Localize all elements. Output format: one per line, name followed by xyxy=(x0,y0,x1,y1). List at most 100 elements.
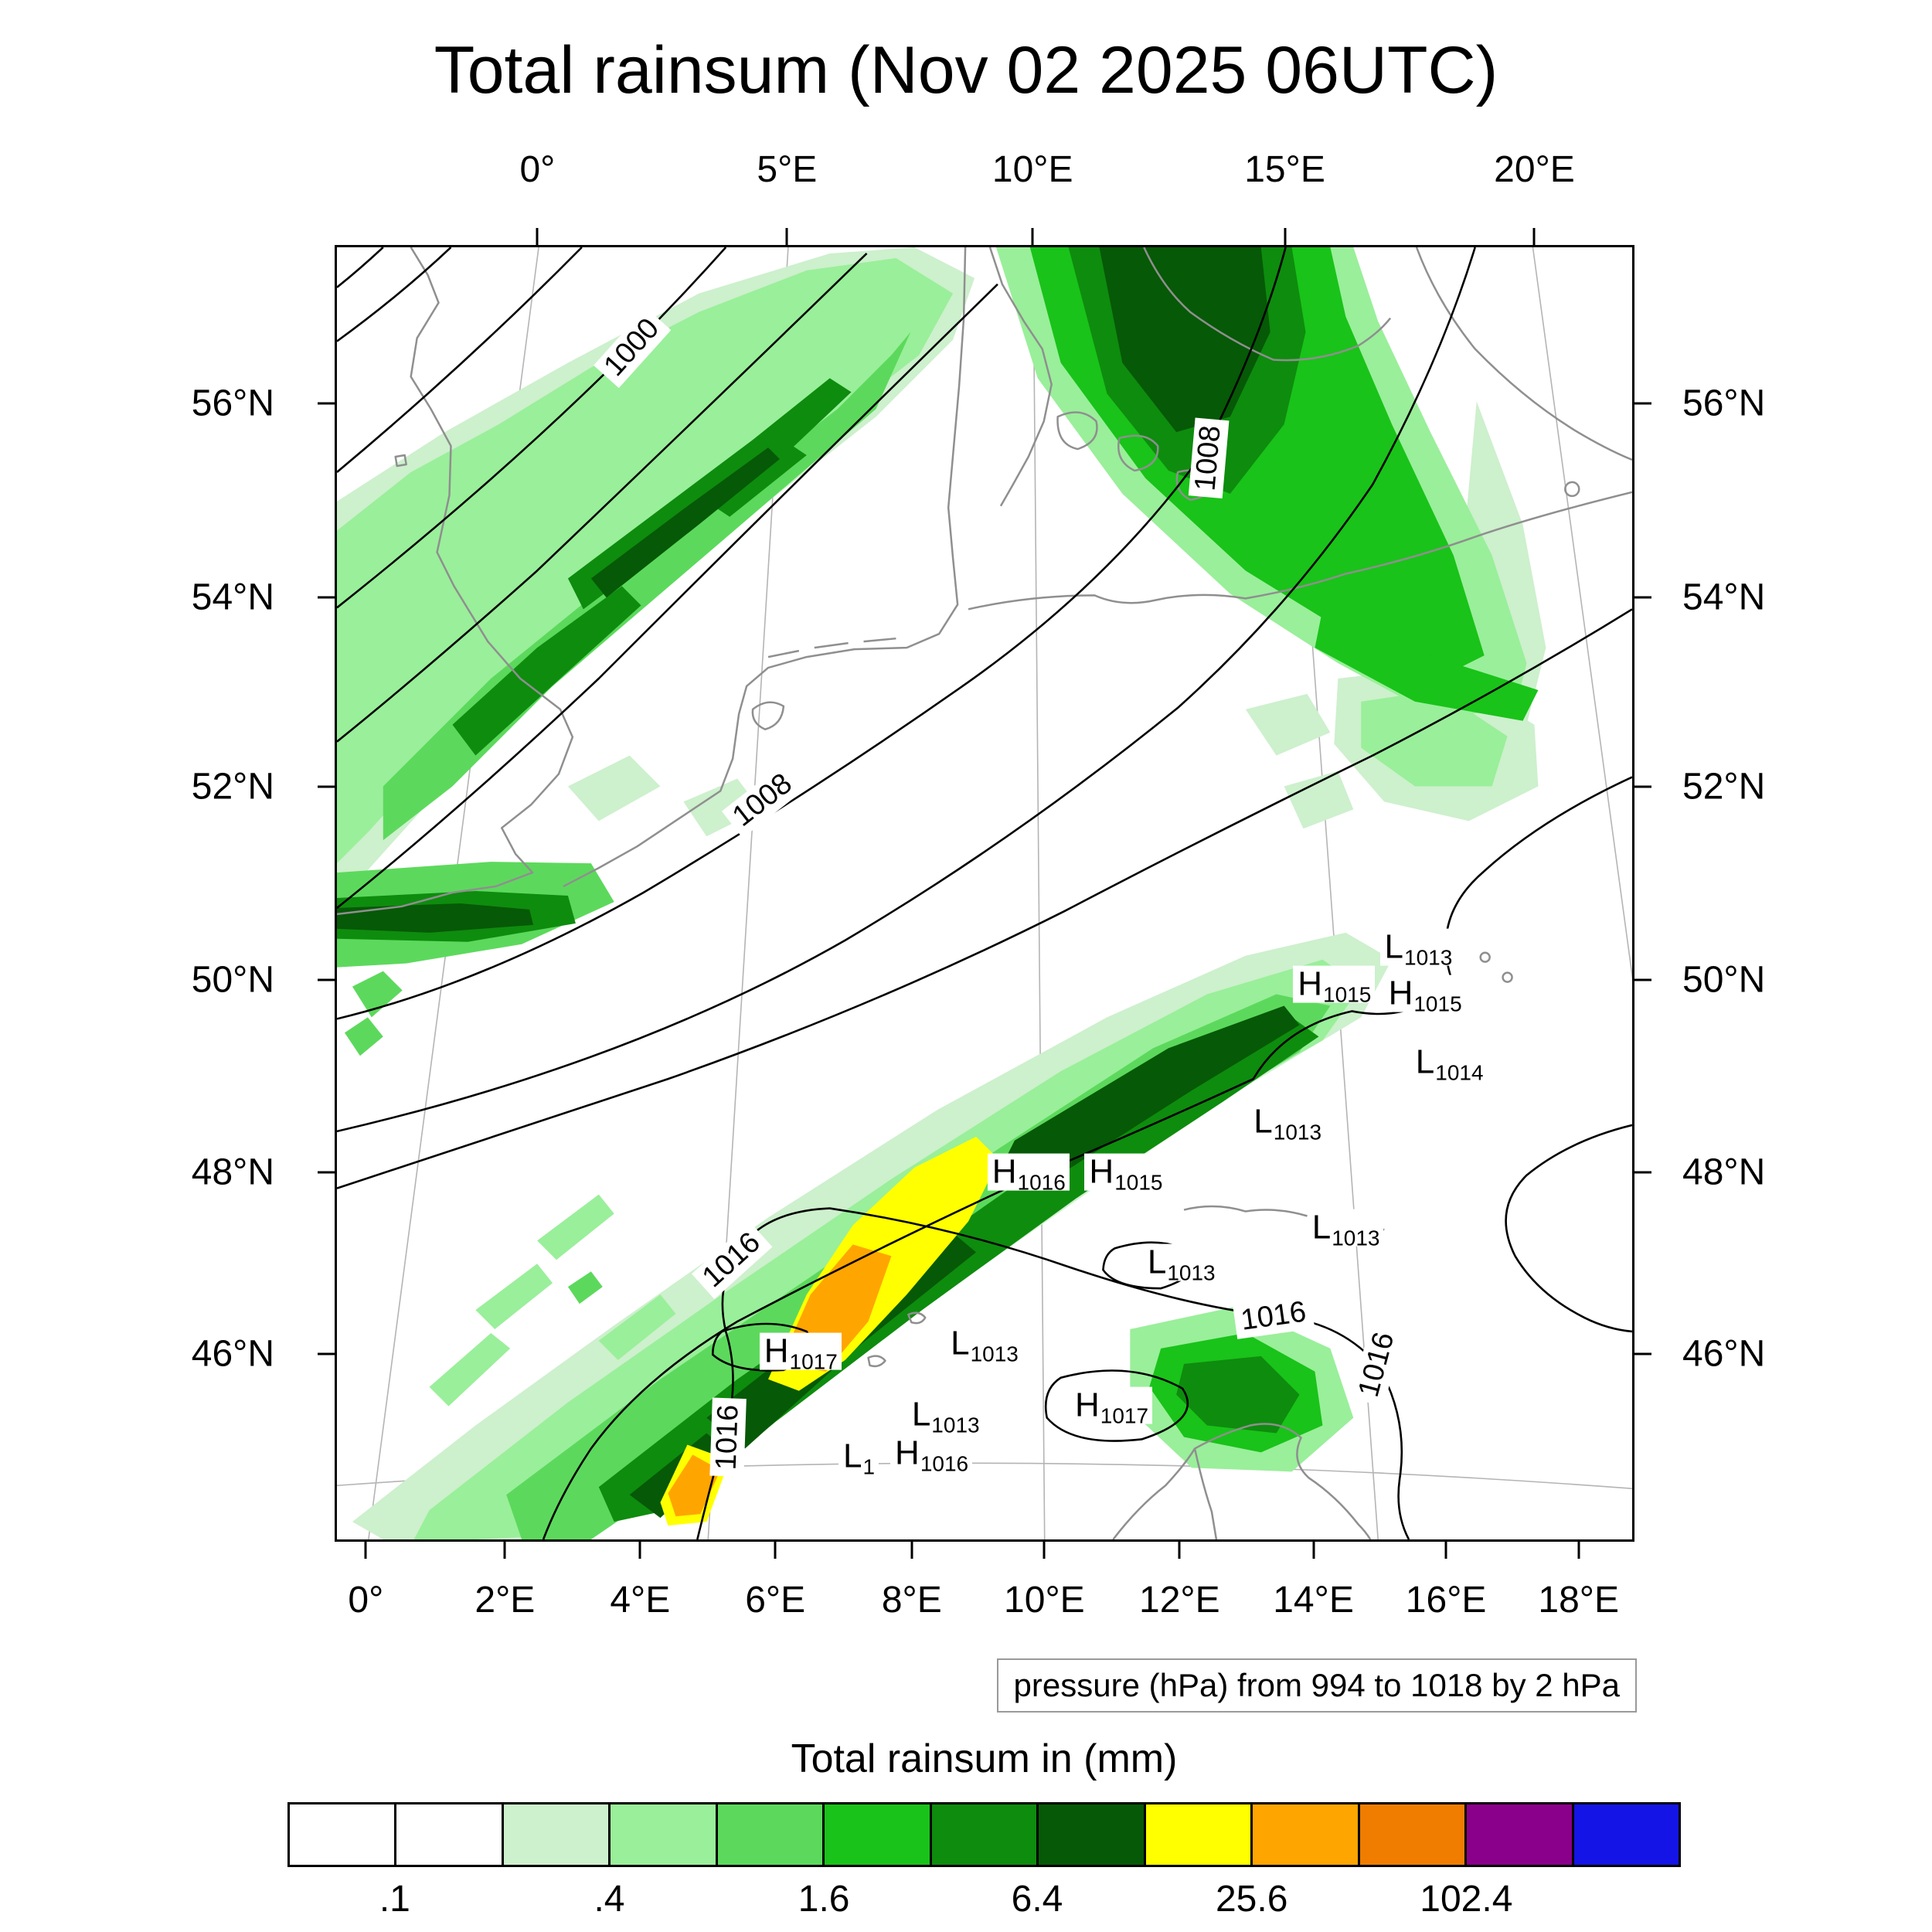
axis-label-bottom: 10°E xyxy=(1004,1580,1085,1621)
pressure-value: 1016 xyxy=(920,1451,969,1476)
axis-label-top: 0° xyxy=(519,149,556,190)
axis-label-left: 48°N xyxy=(191,1151,274,1193)
axis-tick-left xyxy=(318,596,335,599)
pressure-value: 1017 xyxy=(1100,1404,1149,1429)
axis-tick-top xyxy=(785,228,788,245)
bottom-axis: 0° 2°E 4°E 6°E 8°E 10°E 12°E 14°E 16°E 18°E xyxy=(335,1542,1634,1638)
colorbar-cell xyxy=(503,1804,611,1865)
colorbar xyxy=(287,1802,1681,1867)
pressure-value: 1013 xyxy=(1167,1260,1216,1285)
pressure-high-marker: H1015 xyxy=(1084,1152,1167,1193)
axis-tick-top xyxy=(1532,228,1536,245)
axis-tick-left xyxy=(318,978,335,981)
axis-label-left: 56°N xyxy=(191,383,274,424)
pressure-value: 1017 xyxy=(789,1349,838,1374)
axis-label-bottom: 14°E xyxy=(1273,1580,1354,1621)
pressure-letter: H xyxy=(1298,964,1323,1003)
pressure-low-marker: L1013 xyxy=(946,1324,1022,1365)
axis-tick-bottom xyxy=(364,1542,367,1559)
pressure-markers-layer: L1013 H1015 H1015 L1014 L1013 H1016 H1015 L1013… xyxy=(337,247,1632,1539)
axis-tick-bottom xyxy=(774,1542,777,1559)
pressure-value: 1014 xyxy=(1435,1060,1484,1085)
pressure-value: 1013 xyxy=(931,1413,980,1437)
axis-label-left: 50°N xyxy=(191,959,274,1001)
axis-label-top: 10°E xyxy=(992,149,1073,190)
colorbar-cell xyxy=(396,1804,504,1865)
axis-label-bottom: 2°E xyxy=(474,1580,536,1621)
pressure-high-marker: H1016 xyxy=(987,1153,1070,1193)
pressure-value: 1013 xyxy=(970,1342,1019,1366)
colorbar-cell xyxy=(290,1804,397,1865)
axis-tick-right xyxy=(1634,1352,1651,1355)
pressure-low-marker: L1013 xyxy=(1249,1102,1326,1143)
axis-label-top: 5°E xyxy=(757,149,818,190)
axis-tick-bottom xyxy=(910,1542,913,1559)
axis-label-bottom: 8°E xyxy=(881,1580,942,1621)
left-axis: 56°N 54°N 52°N 50°N 48°N 46°N xyxy=(124,245,335,1542)
pressure-high-marker: H1017 xyxy=(759,1332,842,1372)
axis-label-bottom: 4°E xyxy=(610,1580,671,1621)
pressure-letter: H xyxy=(895,1434,920,1472)
pressure-value: 1013 xyxy=(1273,1120,1322,1145)
axis-label-right: 56°N xyxy=(1682,383,1766,424)
axis-label-right: 52°N xyxy=(1682,766,1766,808)
axis-tick-bottom xyxy=(1043,1542,1046,1559)
pressure-high-marker: H1015 xyxy=(1383,974,1466,1015)
pressure-letter: L xyxy=(1415,1043,1435,1081)
pressure-letter: L xyxy=(1311,1208,1332,1247)
axis-tick-left xyxy=(318,1171,335,1174)
pressure-letter: L xyxy=(1253,1102,1273,1141)
rainfall-fields xyxy=(337,247,1546,1539)
pressure-value: 1015 xyxy=(1323,982,1372,1007)
colorbar-tick-label: 6.4 xyxy=(1011,1879,1063,1920)
axis-tick-top xyxy=(1284,228,1287,245)
pressure-value: 1013 xyxy=(1332,1226,1380,1250)
coastlines xyxy=(337,247,1632,1539)
axis-tick-right xyxy=(1634,978,1651,981)
colorbar-tick-label: 102.4 xyxy=(1420,1879,1513,1920)
pressure-letter: L xyxy=(1384,927,1404,966)
axis-tick-bottom xyxy=(1444,1542,1447,1559)
pressure-low-marker: L1 xyxy=(838,1437,879,1478)
axis-tick-bottom xyxy=(638,1542,641,1559)
colorbar-tick-label: .4 xyxy=(594,1879,625,1920)
pressure-letter: H xyxy=(1074,1386,1100,1425)
axis-tick-bottom xyxy=(503,1542,506,1559)
axis-tick-left xyxy=(318,402,335,405)
pressure-letter: H xyxy=(764,1332,789,1370)
right-axis: 56°N 54°N 52°N 50°N 48°N 46°N xyxy=(1634,245,1866,1542)
axis-label-top: 20°E xyxy=(1494,149,1575,190)
colorbar-cell xyxy=(1039,1804,1146,1865)
pressure-high-marker: H1016 xyxy=(890,1434,973,1475)
pressure-low-marker: L1013 xyxy=(1307,1208,1384,1249)
pressure-high-marker: H1015 xyxy=(1293,964,1376,1005)
axis-label-bottom: 18°E xyxy=(1538,1580,1619,1621)
axis-tick-right xyxy=(1634,785,1651,788)
colorbar-cell xyxy=(1253,1804,1360,1865)
colorbar-cell xyxy=(931,1804,1039,1865)
pressure-value: 1015 xyxy=(1114,1170,1163,1195)
axis-label-right: 48°N xyxy=(1682,1151,1766,1193)
axis-tick-top xyxy=(1031,228,1034,245)
axis-label-right: 54°N xyxy=(1682,577,1766,618)
pressure-letter: L xyxy=(1147,1243,1167,1281)
pressure-letter: L xyxy=(951,1324,970,1362)
colorbar-tick-label: 1.6 xyxy=(798,1879,850,1920)
pressure-low-marker: L1013 xyxy=(1142,1243,1219,1285)
top-axis: 0° 5°E 10°E 15°E 20°E xyxy=(335,141,1634,245)
legend-title: Total rainsum in (mm) xyxy=(791,1736,1178,1781)
colorbar-tick-label: 25.6 xyxy=(1215,1879,1288,1920)
pressure-low-marker: L1013 xyxy=(1379,927,1457,968)
axis-tick-left xyxy=(318,1352,335,1355)
pressure-letter: H xyxy=(1089,1152,1114,1191)
map-canvas xyxy=(337,247,1632,1539)
colorbar-cell xyxy=(1359,1804,1468,1865)
axis-label-bottom: 6°E xyxy=(745,1580,806,1621)
colorbar-cell xyxy=(717,1804,825,1865)
axis-tick-bottom xyxy=(1312,1542,1315,1559)
axis-label-left: 54°N xyxy=(191,577,274,618)
pressure-value: 1015 xyxy=(1413,992,1462,1016)
axis-label-left: 52°N xyxy=(191,766,274,808)
pressure-letter: H xyxy=(1388,974,1413,1012)
